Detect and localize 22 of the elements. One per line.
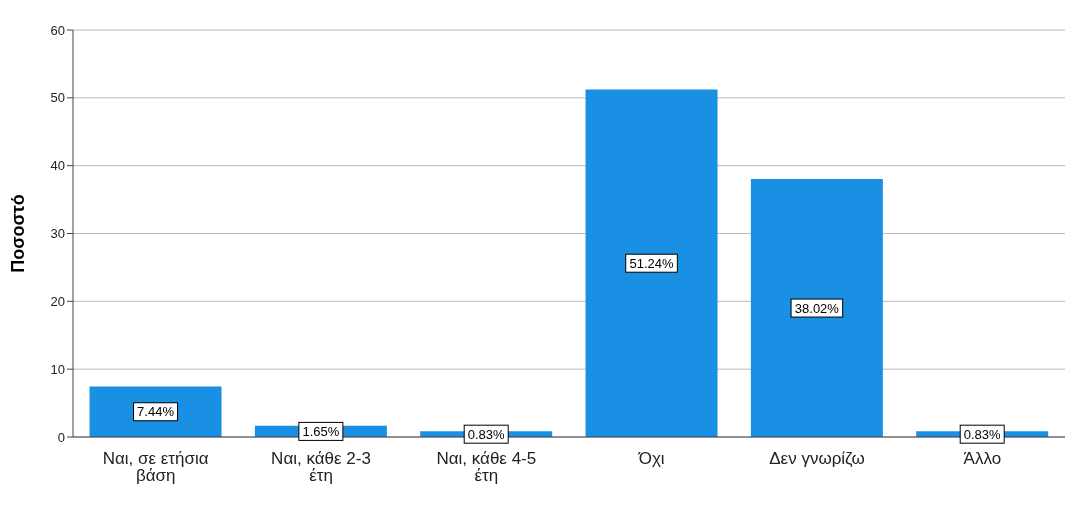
x-tick-label: Ναι, κάθε 2-3 έτη	[271, 449, 371, 486]
bar	[750, 179, 883, 437]
x-tick-label: Δεν γνωρίζω	[769, 449, 865, 469]
y-tick-label: 40	[50, 158, 65, 174]
bar	[585, 89, 718, 437]
x-tick-label: Άλλο	[963, 449, 1002, 469]
data-label: 38.02%	[794, 300, 840, 316]
y-tick-label: 30	[50, 226, 65, 242]
y-tick-label: 0	[57, 429, 65, 445]
data-label: 1.65%	[302, 423, 340, 439]
y-tick-label: 20	[50, 293, 65, 309]
y-tick-label: 60	[50, 22, 65, 38]
y-tick-label: 10	[50, 361, 65, 377]
data-label: 0.83%	[963, 426, 1002, 442]
y-axis-title: Ποσοστό	[8, 194, 29, 273]
y-tick-label: 50	[50, 90, 65, 106]
x-tick-label: Ναι, κάθε 4-5 έτη	[436, 449, 537, 486]
data-label: 51.24%	[629, 255, 675, 271]
data-label: 7.44%	[137, 404, 175, 420]
data-label: 0.83%	[467, 426, 506, 442]
x-tick-label: Ναι, σε ετήσια βάση	[102, 449, 209, 486]
x-tick-label: Όχι	[637, 449, 665, 469]
